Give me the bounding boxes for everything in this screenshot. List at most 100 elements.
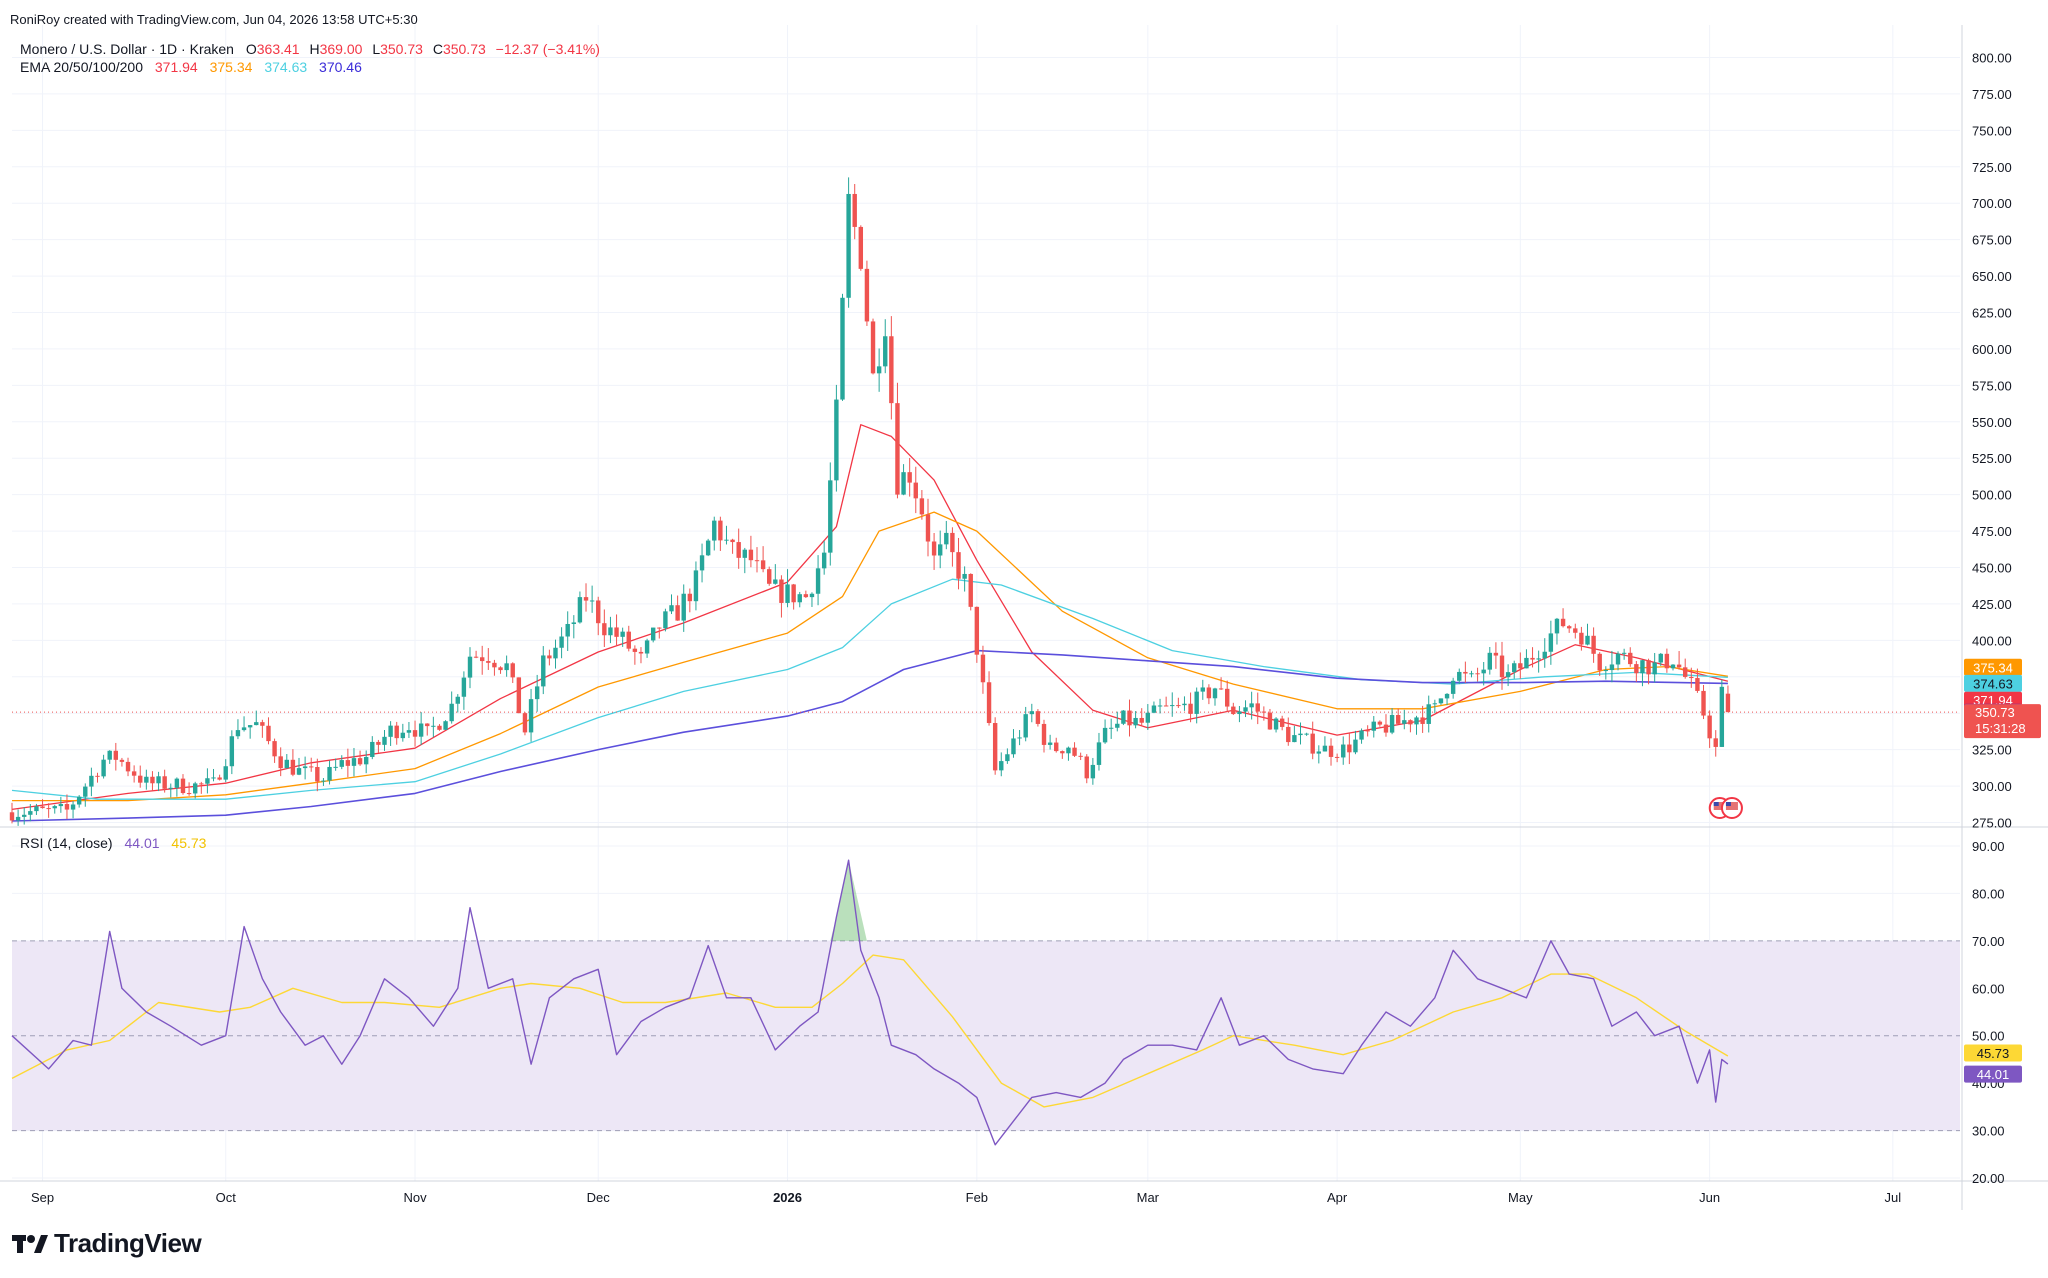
candle-body [504, 663, 509, 671]
candle-body [1102, 727, 1108, 743]
candle-body [974, 606, 980, 655]
candle-body [614, 627, 619, 637]
rsi-ma-line [11, 954, 1729, 1108]
candle-body [718, 520, 723, 541]
price-tick-label: 650.00 [1972, 269, 2012, 284]
candle-body [876, 366, 882, 374]
candle-body [156, 776, 161, 784]
candle-body [1713, 738, 1718, 747]
candle-body [260, 722, 265, 726]
close-label: C [432, 41, 443, 57]
candle-body [1524, 657, 1529, 669]
candle-body [742, 549, 747, 558]
time-tick-label: Feb [966, 1190, 988, 1205]
candle-body [565, 623, 570, 637]
candle-body [28, 811, 33, 815]
candle-body [1139, 717, 1144, 723]
candle-body [498, 667, 503, 671]
candle-body [58, 804, 64, 807]
candle-body [675, 605, 680, 621]
candle-body [1695, 678, 1700, 691]
candle-body [1151, 705, 1157, 713]
candle-body [1054, 742, 1059, 752]
candle-body [1609, 664, 1615, 671]
candle-body [541, 655, 546, 687]
ema-line [12, 511, 1729, 802]
candle-body [1371, 721, 1376, 731]
candle-body [162, 776, 167, 789]
us-flag-stripes [1725, 802, 1738, 810]
candle-body [1450, 680, 1456, 694]
tradingview-logo[interactable]: TradingView [12, 1228, 202, 1259]
candle-body [89, 775, 94, 787]
candle-body [864, 268, 870, 322]
candle-body [1047, 742, 1053, 745]
candle-body [125, 761, 131, 772]
ema-label: EMA 20/50/100/200 [20, 59, 143, 75]
candle-body [1621, 652, 1627, 654]
candle-body [956, 552, 961, 579]
ema100-tag-bg [1964, 674, 2022, 692]
price-tick-label: 625.00 [1972, 306, 2012, 321]
open-label: O [245, 41, 257, 57]
candle-body [999, 761, 1004, 771]
candle-body [376, 741, 381, 745]
candle-body [809, 593, 815, 598]
rsi-tick-label: 80.00 [1972, 886, 2005, 901]
candle-body [1676, 664, 1682, 668]
candle-body [577, 597, 583, 623]
candle-body [351, 758, 357, 766]
candle-body [1389, 714, 1395, 733]
candle-body [650, 627, 656, 641]
time-tick-label: Apr [1327, 1190, 1348, 1205]
price-tick-label: 800.00 [1972, 51, 2012, 66]
rsi-legend: RSI (14, close) 44.01 45.73 [20, 835, 206, 851]
candle-body [730, 539, 735, 543]
candle-body [229, 736, 235, 767]
candle-body [724, 539, 729, 541]
candle-body [913, 482, 918, 499]
candle-body [1279, 718, 1285, 727]
candle-body [52, 806, 57, 809]
candle-body [296, 768, 302, 775]
candle-body [192, 783, 198, 794]
candle-body [168, 787, 173, 789]
candle-body [480, 657, 485, 662]
candle-body [333, 766, 338, 768]
candle-body [119, 759, 125, 762]
candle-body [1395, 714, 1401, 724]
candle-body [241, 727, 247, 731]
candle-body [1444, 693, 1450, 699]
candle-body [1463, 671, 1468, 674]
candle-body [1078, 755, 1083, 757]
candle-body [1035, 711, 1041, 724]
candle-body [1481, 669, 1486, 674]
candle-body [1231, 706, 1236, 715]
candle-body [852, 193, 857, 227]
candle-body [22, 814, 27, 817]
symbol-name: Monero / U.S. Dollar · 1D · Kraken [20, 41, 234, 57]
candle-body [1084, 756, 1089, 779]
high-value: 369.00 [319, 41, 363, 57]
price-legend: Monero / U.S. Dollar · 1D · Kraken O363.… [20, 41, 600, 57]
candle-body [315, 767, 320, 782]
time-tick-label: Sep [31, 1190, 54, 1205]
ema-line [11, 649, 1728, 822]
candle-body [272, 741, 277, 757]
ema50-tag: 375.34 [1973, 660, 2013, 675]
candle-body [687, 593, 693, 602]
candle-body [1359, 730, 1364, 740]
candle-body [760, 560, 766, 570]
rsi-tick-label: 30.00 [1972, 1124, 2005, 1139]
rsi-ma-value: 45.73 [171, 835, 207, 851]
candle-body [1573, 628, 1578, 633]
candle-body [705, 540, 711, 556]
rsi-guide-lines [12, 940, 1960, 1132]
candle-body [1707, 715, 1712, 739]
candle-body [736, 542, 741, 558]
candle-body [596, 600, 601, 624]
candle-body [1457, 671, 1462, 681]
candle-body [1566, 626, 1572, 629]
price-tick-label: 300.00 [1972, 779, 2012, 794]
